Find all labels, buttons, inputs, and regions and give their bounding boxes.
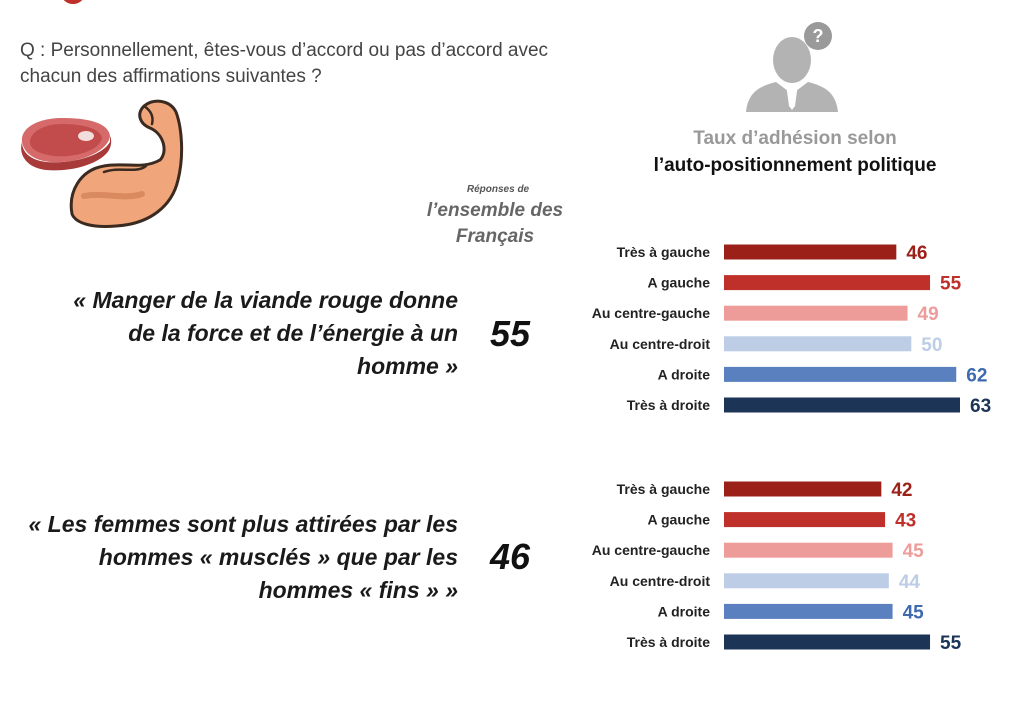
svg-text:?: ? bbox=[813, 26, 824, 46]
question-line-1: Q : Personnellement, êtes-vous d’accord … bbox=[20, 40, 549, 61]
overall-caption-small: Réponses de bbox=[466, 184, 530, 195]
statement-2: « Les femmes sont plus attirées par les … bbox=[0, 508, 458, 607]
statement-2-line-3: hommes « fins » » bbox=[258, 577, 458, 603]
statement-2-line-2: hommes « musclés » que par les bbox=[98, 544, 458, 570]
bar bbox=[724, 397, 960, 413]
bar bbox=[724, 634, 931, 650]
statement-1-line-3: homme » bbox=[357, 353, 458, 379]
data-label: 50 bbox=[921, 335, 942, 356]
flexed-biceps-icon bbox=[69, 99, 184, 228]
bar bbox=[724, 275, 931, 291]
bar bbox=[724, 573, 889, 589]
overall-caption-line-2: Français bbox=[455, 226, 535, 247]
statement-1-line-2: de la force et de l’énergie à un bbox=[128, 320, 458, 346]
bar-chart-statement-1: Très à gauche 46 A gauche 55 Au centre-gauch… bbox=[592, 243, 991, 417]
data-label: 49 bbox=[918, 304, 939, 325]
category-label: Au centre-gauche bbox=[592, 305, 710, 321]
data-label: 55 bbox=[940, 633, 962, 654]
chart-header-line-1: Taux d’adhésion selon bbox=[693, 128, 897, 149]
bar bbox=[724, 336, 912, 352]
statement-1: « Manger de la viande rouge donne de la … bbox=[0, 284, 458, 383]
statement-2-line-1: « Les femmes sont plus attirées par les bbox=[28, 511, 458, 537]
overall-caption-line-1: l’ensemble des bbox=[426, 200, 564, 221]
bar bbox=[724, 244, 897, 260]
data-label: 43 bbox=[895, 511, 916, 532]
category-label: Très à gauche bbox=[617, 244, 711, 260]
bar-chart-statement-2: Très à gauche 42 A gauche 43 Au centre-gauch… bbox=[592, 480, 962, 654]
category-label: Au centre-droit bbox=[610, 573, 711, 589]
statement-1-overall-value: 55 bbox=[489, 313, 531, 354]
bar bbox=[724, 305, 908, 321]
category-label: Très à droite bbox=[627, 634, 710, 650]
statement-2-overall-value: 46 bbox=[489, 536, 531, 577]
bar bbox=[724, 542, 893, 558]
data-label: 45 bbox=[903, 602, 925, 623]
person-question-icon: ? bbox=[746, 22, 838, 112]
data-label: 62 bbox=[966, 365, 987, 386]
meat-steak-icon bbox=[21, 118, 112, 171]
bar bbox=[724, 512, 886, 528]
top-brand-mark bbox=[62, 0, 84, 4]
data-label: 63 bbox=[970, 396, 991, 417]
category-label: A droite bbox=[658, 603, 711, 619]
chart-header-line-2: l’auto-positionnement politique bbox=[653, 155, 937, 176]
category-label: A droite bbox=[658, 366, 711, 382]
category-label: A gauche bbox=[648, 275, 711, 291]
bar bbox=[724, 366, 957, 382]
data-label: 42 bbox=[891, 480, 912, 501]
data-label: 55 bbox=[940, 274, 962, 295]
question-line-2: chacun des affirmations suivantes ? bbox=[20, 66, 322, 87]
category-label: Très à droite bbox=[627, 397, 710, 413]
data-label: 45 bbox=[903, 541, 925, 562]
category-label: Très à gauche bbox=[617, 481, 711, 497]
data-label: 44 bbox=[899, 572, 921, 593]
bar bbox=[724, 603, 893, 619]
category-label: A gauche bbox=[648, 512, 711, 528]
category-label: Au centre-gauche bbox=[592, 542, 710, 558]
overall-caption: l’ensemble des Français bbox=[400, 198, 590, 250]
statement-1-line-1: « Manger de la viande rouge donne bbox=[73, 287, 458, 313]
question-text: Q : Personnellement, êtes-vous d’accord … bbox=[20, 38, 600, 90]
bar bbox=[724, 481, 882, 497]
category-label: Au centre-droit bbox=[610, 336, 711, 352]
data-label: 46 bbox=[906, 243, 927, 264]
